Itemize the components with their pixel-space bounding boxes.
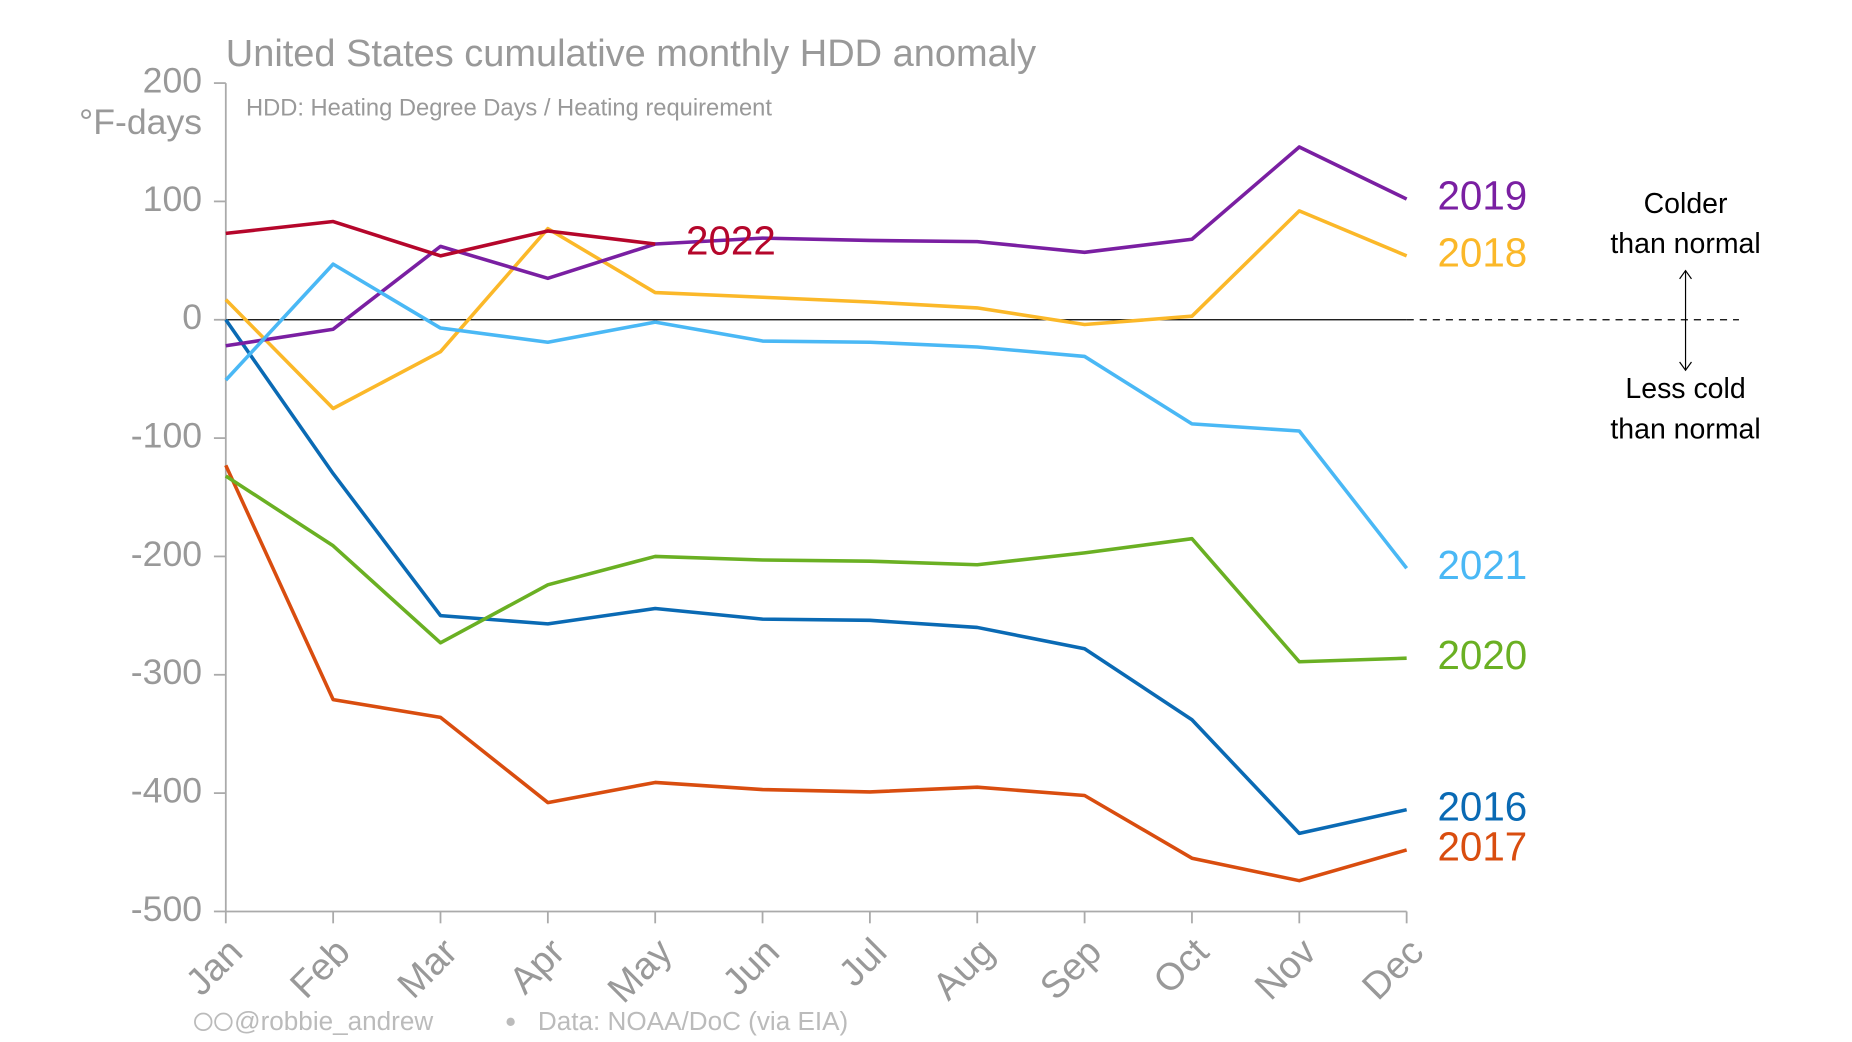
x-tick-label: Oct	[1146, 931, 1218, 1003]
y-tick-label: -400	[131, 771, 202, 811]
series-label: 2019	[1438, 173, 1528, 219]
annotation: Less cold	[1625, 373, 1745, 405]
chart-title: United States cumulative monthly HDD ano…	[226, 33, 1036, 75]
credit-icons	[194, 1012, 233, 1032]
x-tick-label: Mar	[390, 931, 466, 1007]
series-label: 2017	[1438, 824, 1528, 870]
y-tick-label: 0	[182, 297, 202, 337]
y-tick-label: -100	[131, 416, 202, 456]
y-tick-label: -300	[131, 652, 202, 692]
source: Data: NOAA/DoC (via EIA)	[538, 1006, 848, 1036]
series-line	[224, 318, 1408, 836]
x-tick-label: Sep	[1032, 931, 1109, 1008]
series-label: 2016	[1438, 783, 1528, 829]
x-tick-label: May	[600, 931, 680, 1011]
x-tick-label: Feb	[283, 931, 359, 1007]
x-tick-label: Jul	[831, 931, 895, 995]
series-label: 2021	[1438, 542, 1528, 588]
x-tick-label: Nov	[1247, 931, 1324, 1008]
series-line	[224, 209, 1408, 411]
x-tick-label: Aug	[925, 931, 1002, 1008]
y-tick-label: -500	[131, 889, 202, 929]
series-line	[225, 219, 656, 258]
annotation: Colder	[1644, 188, 1728, 220]
series-label: 2020	[1438, 632, 1528, 678]
arrow	[1679, 269, 1692, 372]
chart-subtitle: HDD: Heating Degree Days / Heating requi…	[246, 95, 772, 121]
annotation: than normal	[1610, 228, 1760, 260]
separator	[506, 1017, 515, 1026]
x-tick-label: Jun	[715, 931, 788, 1004]
series-label: 2022	[686, 218, 776, 264]
credit: @robbie_andrew	[234, 1006, 433, 1036]
y-tick-label: 100	[143, 179, 202, 219]
series-line	[224, 464, 1408, 883]
series-label: 2018	[1438, 230, 1528, 276]
y-axis-label: °F-days	[79, 102, 202, 142]
y-tick-label: -200	[131, 534, 202, 574]
series-line	[224, 262, 1409, 570]
annotation: than normal	[1610, 413, 1760, 445]
series-line	[225, 145, 1408, 348]
x-tick-label: Jan	[178, 931, 251, 1004]
x-tick-label: Apr	[502, 931, 574, 1003]
y-tick-label: 200	[143, 60, 202, 100]
series-line	[224, 474, 1407, 664]
x-tick-label: Dec	[1355, 931, 1432, 1008]
